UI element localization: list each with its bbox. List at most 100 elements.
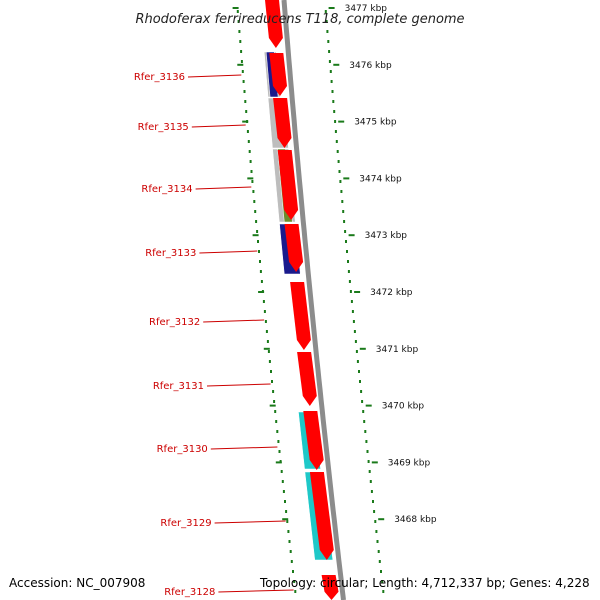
dot-mark (263, 310, 266, 313)
dot-mark (341, 200, 344, 203)
gene-leader-line (210, 446, 278, 450)
gene-label: Rfer_3133 (145, 248, 196, 259)
gene-leader-line (187, 74, 242, 78)
tick-mark-left (232, 7, 239, 9)
dot-mark (240, 50, 243, 53)
dot-mark (236, 10, 239, 13)
gene-label: Rfer_3136 (134, 72, 185, 83)
dot-mark (247, 140, 250, 143)
cds-arrow (284, 224, 304, 272)
tick-mark-left (275, 461, 282, 464)
dot-mark (381, 580, 384, 583)
gene-leader-line (203, 319, 265, 323)
dot-mark (243, 90, 246, 93)
dot-mark (272, 390, 275, 393)
dot-mark (292, 570, 294, 573)
dot-mark (277, 440, 280, 443)
dot-mark (376, 540, 379, 543)
dot-mark (328, 50, 331, 53)
dot-mark (377, 550, 380, 553)
dot-mark (281, 480, 284, 483)
gene-label: Rfer_3129 (160, 518, 211, 529)
dot-mark (289, 550, 292, 553)
dot-mark (251, 180, 254, 183)
dot-mark (367, 460, 370, 463)
gene-leader-line (214, 520, 286, 524)
dot-mark (273, 400, 276, 403)
cds-arrow (277, 150, 299, 220)
dot-mark (334, 130, 337, 133)
dot-mark (342, 210, 345, 213)
dot-mark (347, 260, 349, 263)
backbone-layer (281, 0, 346, 600)
tick-mark-left (282, 518, 289, 521)
dot-mark (244, 100, 247, 103)
dot-mark (257, 240, 259, 243)
dot-mark (265, 330, 268, 333)
dot-mark (248, 150, 251, 153)
dot-mark (380, 570, 382, 573)
dot-mark (368, 470, 371, 473)
dot-mark (246, 130, 249, 133)
tick-labels-layer: 3477 kbp 3476 kbp 3475 kbp 3474 kbp 3473 kbp… (232, 4, 437, 525)
dot-mark (276, 430, 279, 433)
dot-mark (255, 220, 258, 223)
tick-mark (338, 120, 345, 123)
dot-mark (373, 510, 376, 513)
dot-mark (359, 380, 361, 383)
topology-text: Topology: circular; Length: 4,712,337 bp… (259, 576, 590, 590)
tick-mark (371, 461, 378, 464)
accession-text: Accession: NC_007908 (9, 576, 145, 590)
tick-mark-left (252, 234, 259, 237)
tick-mark (359, 347, 366, 350)
tick-label: 3473 kbp (365, 231, 408, 241)
dot-mark (252, 190, 255, 193)
dot-mark (378, 560, 381, 563)
dot-mark (339, 180, 342, 183)
dot-mark (325, 20, 328, 23)
dot-mark (327, 40, 330, 43)
cds-arrow (265, 0, 283, 48)
tick-mark (328, 7, 335, 9)
dot-mark (370, 490, 373, 493)
dot-mark (326, 30, 329, 33)
dot-mark (349, 290, 352, 293)
cds-arrow (309, 472, 334, 560)
dot-mark (345, 240, 347, 243)
dot-mark (363, 420, 366, 423)
dot-mark (259, 270, 262, 273)
gene-label: Rfer_3134 (141, 184, 192, 195)
dot-mark (254, 210, 257, 213)
dot-mark (282, 490, 285, 493)
gene-label: Rfer_3130 (157, 444, 208, 455)
dot-mark (353, 330, 356, 333)
tick-dots-layer (236, 10, 385, 593)
gene-label: Rfer_3135 (138, 122, 189, 133)
gene-leader-line (191, 124, 246, 128)
cds-arrow (297, 352, 317, 406)
gene-labels-layer: Rfer_3136 Rfer_3135 Rfer_3134 Rfer_3133 Rfer… (134, 72, 294, 598)
dot-mark (270, 370, 272, 373)
dot-mark (344, 230, 347, 233)
backbone-line (281, 0, 346, 600)
dot-mark (287, 530, 290, 533)
cds-arrow (321, 575, 339, 600)
cds-arrow (290, 282, 311, 350)
dot-mark (249, 160, 252, 163)
tick-label: 3475 kbp (354, 118, 397, 128)
tick-label: 3470 kbp (382, 402, 425, 412)
tick-label: 3476 kbp (349, 61, 392, 71)
tick-mark-left (269, 404, 276, 407)
dot-mark (333, 110, 336, 113)
tick-mark (343, 177, 350, 180)
cds-arrow (273, 98, 292, 148)
gene-leader-line (218, 589, 294, 593)
tick-label: 3477 kbp (345, 4, 388, 14)
tick-mark (354, 291, 361, 293)
dot-mark (355, 350, 358, 353)
tick-mark-left (263, 347, 270, 350)
dot-mark (372, 500, 374, 503)
dot-mark (280, 470, 283, 473)
dot-mark (240, 60, 243, 63)
dot-mark (352, 320, 355, 323)
